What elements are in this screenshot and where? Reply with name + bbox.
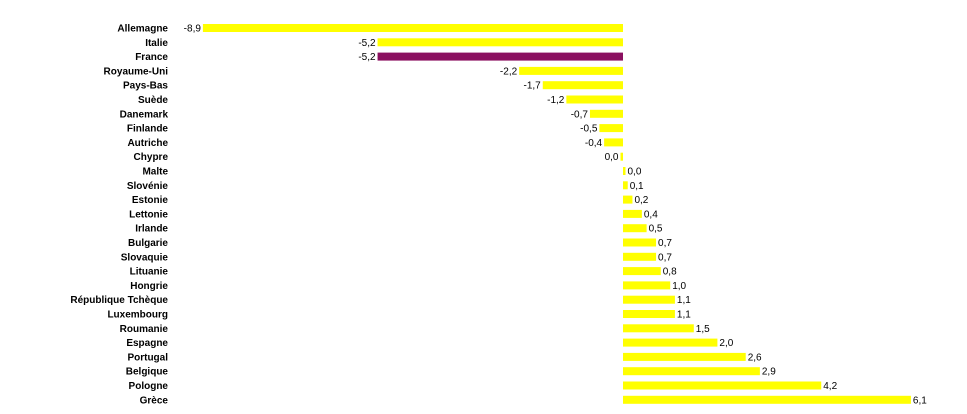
category-label: Chypre [134, 152, 169, 163]
bar-lettonie [623, 209, 642, 218]
bar-espagne [623, 338, 718, 347]
category-label: Italie [145, 38, 168, 49]
value-label: 4,2 [823, 381, 837, 392]
value-label: -0,5 [580, 124, 598, 135]
bar-gr-ce [623, 395, 911, 404]
bar-roumanie [623, 324, 694, 333]
value-label: -5,2 [358, 52, 376, 63]
bar-belgique [623, 367, 760, 376]
value-label: -2,2 [500, 66, 518, 77]
category-label: Belgique [126, 367, 169, 378]
category-label: Pologne [129, 381, 169, 392]
category-label: Pays-Bas [123, 81, 168, 92]
category-label: Slovaquie [121, 252, 169, 263]
value-label: 1,0 [672, 281, 686, 292]
bar-su-de [566, 95, 623, 104]
bar-luxembourg [623, 310, 675, 318]
bar-chypre [620, 152, 623, 161]
bar-r-publique-tch-que [623, 295, 675, 304]
bar-lituanie [623, 267, 661, 276]
value-label: -5,2 [358, 38, 376, 49]
bar-bulgarie [623, 238, 657, 247]
value-label: 2,9 [762, 367, 776, 378]
value-label: 0,8 [663, 267, 677, 278]
value-label: 0,7 [658, 252, 672, 263]
category-label: Slovénie [127, 181, 169, 192]
bar-portugal [623, 352, 746, 361]
category-label: Estonie [132, 195, 169, 206]
value-label: 0,7 [658, 238, 672, 249]
bar-france [377, 52, 623, 61]
value-label: 1,5 [696, 324, 710, 335]
category-label: Bulgarie [128, 238, 168, 249]
category-label: Roumanie [120, 324, 169, 335]
value-label: 1,1 [677, 310, 691, 321]
value-label: -1,7 [524, 81, 542, 92]
bar-pologne [623, 381, 822, 390]
category-label: Royaume-Uni [104, 66, 169, 77]
bar-allemagne [202, 24, 624, 32]
bar-royaume-uni [519, 66, 623, 75]
value-label: 0,0 [605, 152, 619, 163]
value-label: -1,2 [547, 95, 565, 106]
value-label: 2,6 [748, 352, 762, 363]
value-label: 0,4 [644, 209, 658, 220]
bar-pays-bas [542, 81, 623, 90]
category-label: Espagne [126, 338, 168, 349]
category-label: Autriche [127, 138, 168, 149]
bar-autriche [604, 138, 623, 147]
labels-group: Allemagne -8,9 Italie -5,2 France -5,2 Royaume… [70, 24, 927, 407]
bar-irlande [623, 224, 647, 233]
category-label: Lituanie [130, 267, 169, 278]
category-label: Suède [138, 95, 168, 106]
category-label: Danemark [120, 109, 169, 120]
value-label: 0,1 [630, 181, 644, 192]
bars-group [202, 24, 911, 404]
category-label: Portugal [127, 352, 168, 363]
bar-slovaquie [623, 252, 657, 261]
category-label: Irlande [135, 224, 168, 235]
value-label: 0,5 [649, 224, 663, 235]
value-label: 6,1 [913, 395, 927, 406]
category-label: République Tchèque [70, 295, 168, 306]
category-label: Luxembourg [107, 310, 168, 321]
category-label: Grèce [140, 395, 169, 406]
bar-italie [377, 38, 623, 47]
value-label: 2,0 [719, 338, 733, 349]
value-label: -0,4 [585, 138, 603, 149]
bar-finlande [599, 124, 623, 133]
value-label: -8,9 [184, 24, 202, 35]
category-label: Lettonie [129, 209, 168, 220]
value-label: 0,2 [634, 195, 648, 206]
value-label: 1,1 [677, 295, 691, 306]
value-label: 0,0 [628, 167, 642, 178]
category-label: France [135, 52, 168, 63]
bar-danemark [589, 109, 623, 118]
value-label: -0,7 [571, 109, 589, 120]
category-label: Finlande [127, 124, 169, 135]
category-label: Allemagne [117, 24, 168, 35]
bar-malte [623, 167, 626, 175]
bar-slov-nie [623, 181, 628, 190]
category-label: Malte [142, 167, 168, 178]
category-label: Hongrie [130, 281, 168, 292]
bar-hongrie [623, 281, 671, 290]
bar-estonie [623, 195, 633, 204]
